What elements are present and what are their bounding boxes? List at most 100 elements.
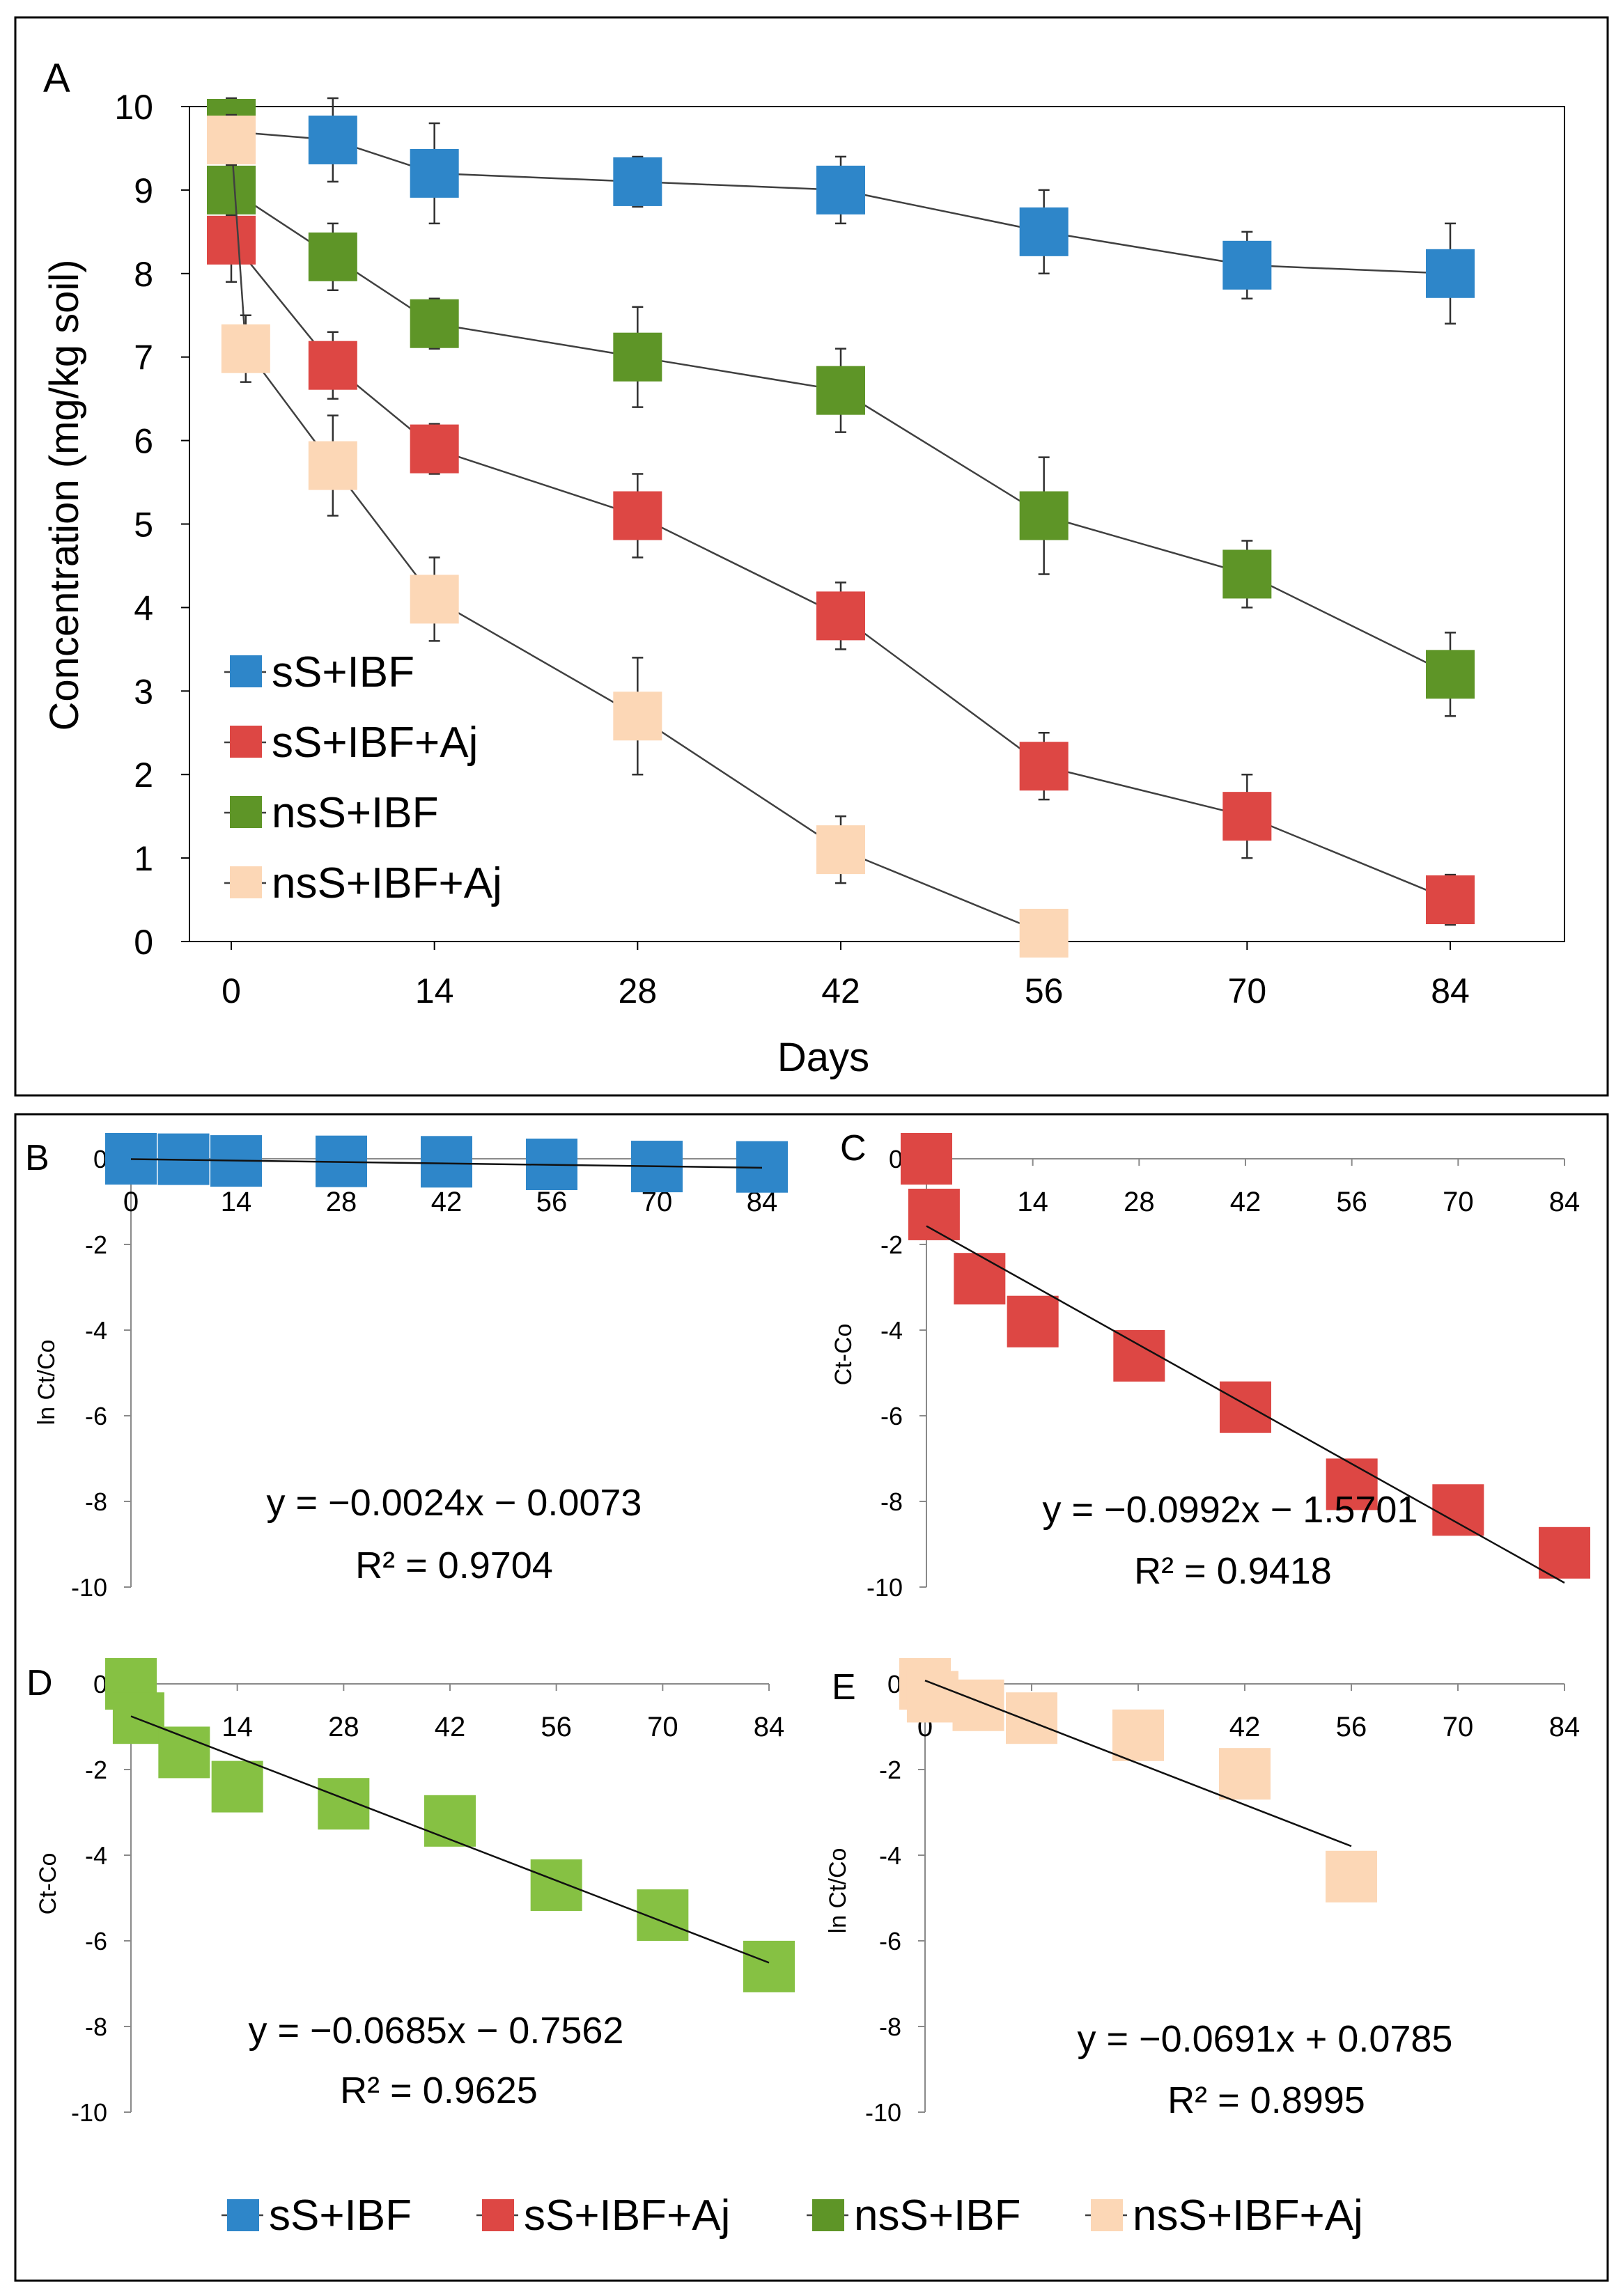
panel-e-data-point xyxy=(1006,1692,1057,1744)
panel-d-y-tick-label: -4 xyxy=(85,1841,107,1870)
panel-e-data-point xyxy=(906,1671,958,1723)
panel-e-y-tick-label: 0 xyxy=(887,1670,901,1698)
legend-label: nsS+IBF+Aj xyxy=(272,859,502,907)
panel-b-y-tick-label: -2 xyxy=(85,1231,107,1259)
series-nss-ibf-aj xyxy=(207,114,1069,958)
panel-e-y-tick-label: -6 xyxy=(879,1927,901,1955)
panel-c-data-point xyxy=(1220,1381,1271,1433)
panel-a-x-tick-label: 0 xyxy=(222,971,241,1010)
panel-c-y-tick-label: -2 xyxy=(880,1231,903,1259)
panel-b-equation: y = −0.0024x − 0.0073 xyxy=(267,1482,642,1524)
panel-c-y-tick-label: -4 xyxy=(880,1316,903,1345)
panel-d-r2: R² = 0.9625 xyxy=(340,2070,538,2111)
panel-d-x-tick-label: 70 xyxy=(647,1712,678,1742)
panel-b-data-point xyxy=(421,1136,472,1188)
data-point-ss-ibf-aj xyxy=(410,424,459,474)
data-point-ss-ibf-aj xyxy=(1019,742,1069,791)
panel-d-x-tick-label: 42 xyxy=(435,1712,466,1742)
legend-swatch xyxy=(230,655,262,687)
panel-e-letter: E xyxy=(832,1667,856,1708)
panel-c-x-tick-label: 56 xyxy=(1336,1187,1367,1217)
panel-c-letter: C xyxy=(840,1128,867,1169)
panel-a-y-tick-label: 2 xyxy=(134,756,153,795)
panel-a-x-tick-label: 56 xyxy=(1025,971,1064,1010)
panel-b-y-axis-title: ln Ct/Co xyxy=(33,1340,60,1426)
panel-c-x-tick-label: 42 xyxy=(1230,1187,1261,1217)
data-point-nss-ibf-aj xyxy=(221,324,270,373)
panel-b-x-tick-label: 56 xyxy=(536,1187,568,1217)
panel-d-trendline xyxy=(130,1715,770,1964)
panel-c-data-point xyxy=(1007,1295,1059,1348)
panel-c-data-point xyxy=(901,1133,952,1185)
panel-c-trendline xyxy=(926,1225,1565,1584)
data-point-nss-ibf-aj xyxy=(613,692,662,741)
data-point-nss-ibf xyxy=(1019,491,1069,540)
panel-e-data-point xyxy=(1326,1850,1377,1903)
data-point-ss-ibf xyxy=(1019,207,1069,256)
data-point-ss-ibf-aj xyxy=(308,341,357,390)
panel-d-y-axis-title: Ct-Co xyxy=(35,1853,61,1915)
panel-e-x-tick-label: 70 xyxy=(1443,1712,1474,1742)
panel-a-x-tick-label: 28 xyxy=(619,971,658,1010)
panel-d-x-tick-label: 84 xyxy=(754,1712,785,1742)
bottom-legend-label: sS+IBF xyxy=(269,2192,412,2240)
panel-c-data-point xyxy=(908,1188,960,1240)
panel-b-x-tick-label: 0 xyxy=(123,1187,139,1217)
data-point-nss-ibf xyxy=(207,165,256,214)
panel-b-x-tick-label: 14 xyxy=(221,1187,252,1217)
data-point-nss-ibf xyxy=(613,332,662,382)
panel-a-y-tick-label: 6 xyxy=(134,422,153,461)
panel-d-data-point xyxy=(211,1760,263,1813)
data-point-ss-ibf-aj xyxy=(207,215,256,265)
bottom-legend-swatch xyxy=(1091,2199,1123,2231)
panel-c-x-tick-label: 84 xyxy=(1549,1187,1581,1217)
panel-d-y-tick-label: 0 xyxy=(93,1670,107,1698)
panel-c-y-tick-label: -8 xyxy=(880,1487,903,1516)
bottom-legend-swatch xyxy=(482,2199,514,2231)
bottom-legend-swatch xyxy=(812,2199,844,2231)
panel-e-x-tick-label: 42 xyxy=(1229,1712,1261,1742)
legend-label: nsS+IBF xyxy=(272,789,439,837)
panel-e-x-tick-label: 84 xyxy=(1549,1712,1581,1742)
panel-b-y-tick-label: -8 xyxy=(85,1487,107,1516)
panel-e-r2: R² = 0.8995 xyxy=(1167,2079,1365,2121)
bottom-legend: sS+IBF sS+IBF+Aj nsS+IBF nsS+IBF+Aj xyxy=(222,2192,1363,2240)
data-point-ss-ibf-aj xyxy=(1222,792,1272,841)
panel-a-y-tick-label: 0 xyxy=(134,923,153,962)
panel-d-data-point xyxy=(112,1692,164,1744)
panel-c-data-point xyxy=(954,1253,1006,1305)
panel-a-y-tick-label: 9 xyxy=(134,171,153,210)
panel-a-y-tick-label: 5 xyxy=(134,506,153,545)
panel-a-y-tick-label: 8 xyxy=(134,255,153,294)
panel-e-y-axis-title: ln Ct/Co xyxy=(825,1848,851,1934)
panel-c-data-point xyxy=(1113,1329,1165,1382)
data-point-ss-ibf xyxy=(1426,249,1475,298)
panel-d-y-tick-label: -10 xyxy=(71,2098,107,2127)
data-point-nss-ibf xyxy=(816,366,865,415)
panel-d-y-tick-label: -2 xyxy=(85,1756,107,1784)
panel-b-x-tick-label: 28 xyxy=(326,1187,357,1217)
data-point-nss-ibf-aj xyxy=(308,441,357,490)
data-point-nss-ibf xyxy=(1426,650,1475,699)
panel-a-x-axis-title: Days xyxy=(777,1035,869,1080)
panel-c-data-point xyxy=(1539,1526,1590,1579)
bottom-legend-label: sS+IBF+Aj xyxy=(524,2192,730,2240)
data-point-ss-ibf xyxy=(816,165,865,214)
panel-b-y-tick-label: 0 xyxy=(93,1145,107,1173)
panel-c-x-tick-label: 14 xyxy=(1017,1187,1048,1217)
series-ss-ibf-aj xyxy=(207,197,1475,926)
panel-e-y-tick-label: -2 xyxy=(879,1756,901,1784)
data-point-nss-ibf-aj xyxy=(816,825,865,875)
panel-a-x-tick-label: 70 xyxy=(1228,971,1267,1010)
series-nss-ibf xyxy=(207,97,1475,717)
panels-bcde-frame xyxy=(14,1113,1609,2282)
data-point-nss-ibf-aj xyxy=(207,115,256,164)
panel-e-data-point xyxy=(1112,1709,1164,1761)
panel-d-letter: D xyxy=(26,1663,53,1703)
panel-e-data-point xyxy=(952,1679,1004,1731)
panel-a-letter: A xyxy=(43,56,70,101)
